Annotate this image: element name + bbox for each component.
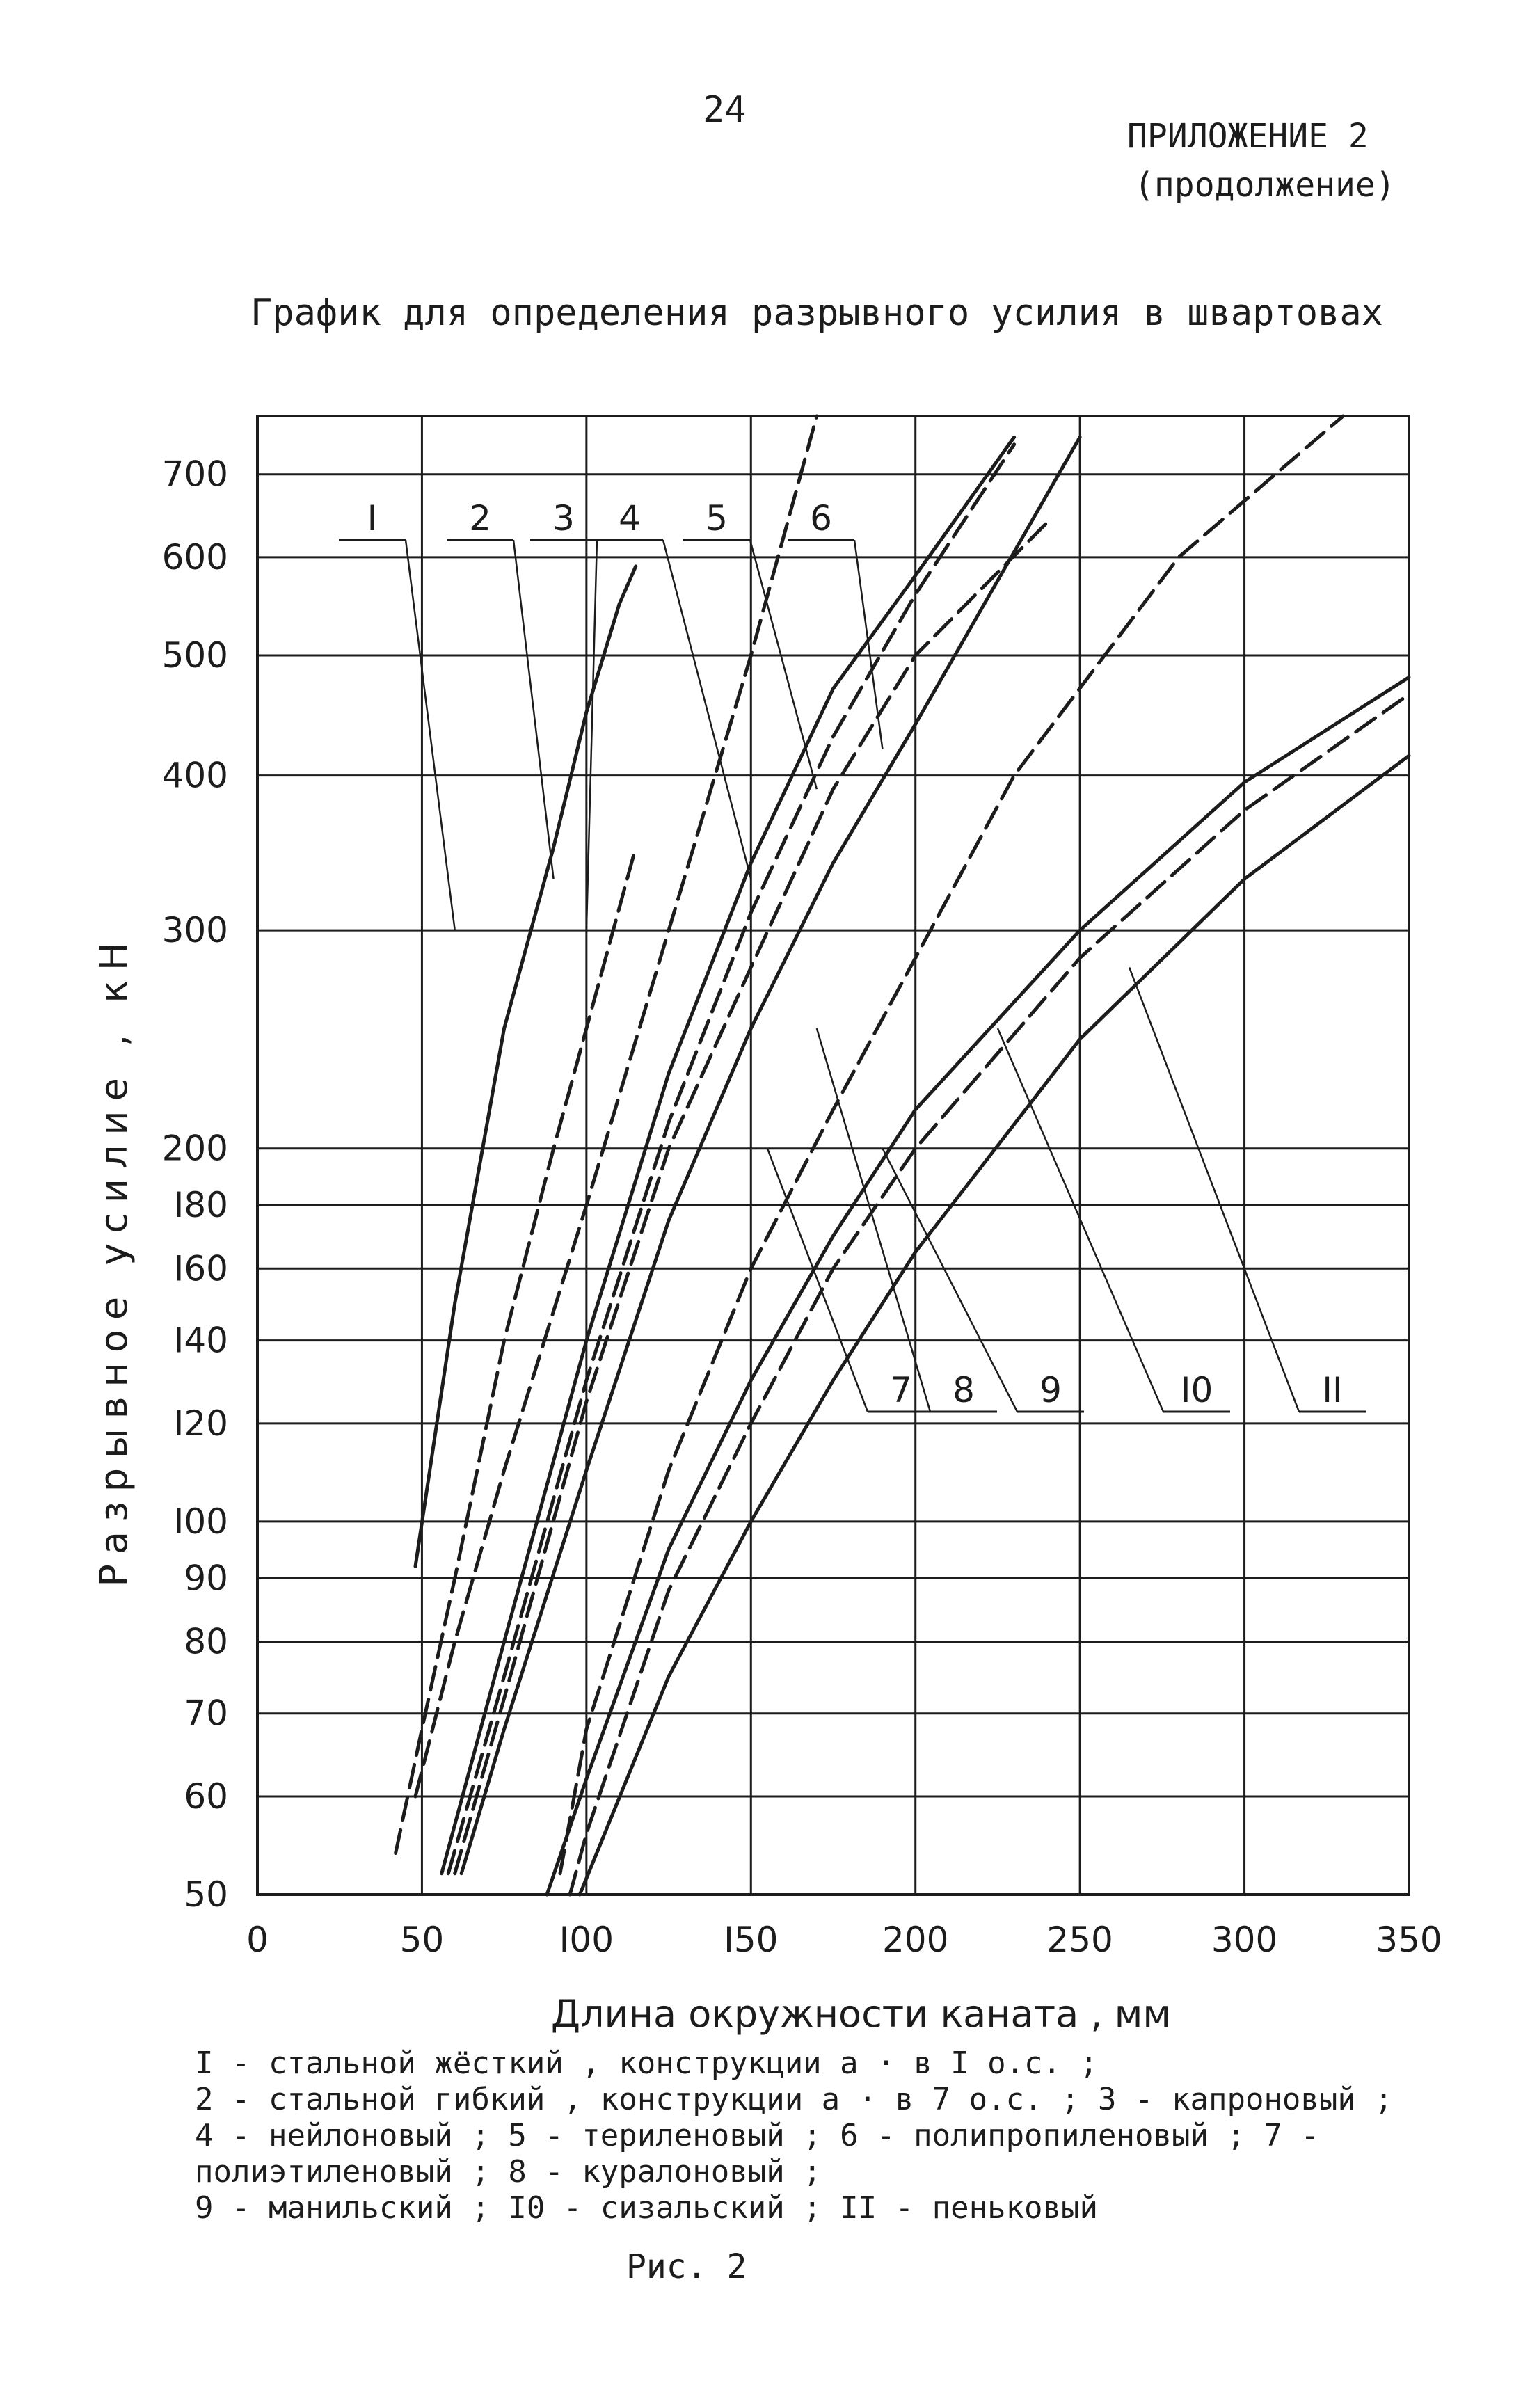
- y-tick-label: 600: [162, 537, 228, 577]
- curve-label-2: 2: [469, 498, 491, 539]
- curve-leader-line: [512, 539, 555, 879]
- series-line-8: [558, 414, 1345, 1876]
- x-axis-title: Длина окружности каната , мм: [551, 1992, 1171, 2036]
- series-line-6: [453, 520, 1049, 1876]
- curve-label-5: 5: [706, 498, 728, 539]
- series-line-2: [394, 845, 638, 1855]
- curve-label-4: 4: [619, 498, 641, 539]
- figure-caption: Рис. 2: [626, 2247, 747, 2286]
- y-tick-label: 400: [162, 756, 228, 796]
- curve-label-3: 3: [552, 498, 575, 539]
- x-tick-label: 200: [882, 1920, 948, 1960]
- appendix-subtitle: (продолжение): [1134, 166, 1396, 205]
- curve-leader-line: [815, 1028, 932, 1412]
- curve-label-6: 6: [810, 498, 832, 539]
- curve-label-I0: I0: [1181, 1370, 1213, 1410]
- y-tick-label: 70: [184, 1693, 228, 1734]
- curve-label-8: 8: [953, 1370, 975, 1410]
- x-tick-label: 300: [1211, 1920, 1277, 1960]
- curve-leader-line: [585, 539, 598, 931]
- series-layer: [394, 414, 1411, 1897]
- series-line-5: [446, 442, 1017, 1876]
- y-tick-label: 50: [184, 1874, 228, 1915]
- series-line-3: [413, 414, 819, 1799]
- chart-title: График для определения разрывного усилия…: [250, 292, 1383, 334]
- x-tick-label: I00: [559, 1920, 614, 1960]
- legend-line-1: I - стальной жёсткий , конструкции а · в…: [195, 2046, 1099, 2081]
- curve-label-II: II: [1322, 1370, 1343, 1410]
- series-line-9: [545, 676, 1411, 1897]
- y-tick-label: 60: [184, 1776, 228, 1817]
- x-tick-label: 0: [246, 1920, 269, 1960]
- y-tick-label: I60: [174, 1248, 228, 1289]
- curve-label-9: 9: [1039, 1370, 1062, 1410]
- y-tick-label: I00: [174, 1501, 228, 1542]
- curve-leader-line: [882, 1148, 1019, 1412]
- x-tick-label: 250: [1046, 1920, 1113, 1960]
- curve-leader-line: [996, 1028, 1165, 1412]
- series-line-I: [413, 564, 638, 1568]
- series-line-I0: [568, 692, 1411, 1897]
- y-tick-label: 700: [162, 454, 228, 495]
- series-line-II: [577, 754, 1411, 1897]
- y-tick-label: I80: [174, 1185, 228, 1225]
- legend-line-3: 9 - манильский ; I0 - сизальский ; II - …: [195, 2190, 1099, 2226]
- appendix-title: ПРИЛОЖЕНИЕ 2: [1127, 117, 1369, 156]
- curve-leader-line: [1128, 967, 1300, 1412]
- grid-layer: [257, 416, 1409, 1895]
- curve-leader-line: [766, 1148, 869, 1412]
- x-tick-label: 50: [400, 1920, 445, 1960]
- series-line-7: [459, 435, 1082, 1876]
- curve-label-7: 7: [890, 1370, 912, 1410]
- legend-line-2: 2 - стальной гибкий , конструкции а · в …: [195, 2082, 1393, 2190]
- legend: I - стальной жёсткий , конструкции а · в…: [195, 2046, 1419, 2226]
- y-tick-label: 80: [184, 1621, 228, 1661]
- curve-leader-line: [662, 539, 752, 879]
- y-tick-label: 90: [184, 1558, 228, 1598]
- label-layer: 0 50 I00 I50 200 250 300 3505060708090I00I20I40…: [162, 454, 1442, 1960]
- x-tick-label: I50: [724, 1920, 778, 1960]
- series-line-4: [440, 435, 1017, 1876]
- curve-leader-line: [853, 539, 884, 749]
- y-tick-label: I40: [174, 1321, 228, 1361]
- x-tick-label: 350: [1376, 1920, 1442, 1960]
- y-tick-label: 200: [162, 1129, 228, 1169]
- curve-leader-line: [749, 539, 818, 790]
- y-tick-label: 500: [162, 635, 228, 676]
- curve-leader-line: [404, 539, 456, 931]
- page-number: 24: [703, 89, 747, 131]
- plot-frame: [256, 415, 1410, 1896]
- y-tick-label: I20: [174, 1403, 228, 1444]
- y-axis-title: Разрывное усилие , кН: [92, 932, 136, 1586]
- curve-label-I: I: [367, 498, 378, 539]
- y-tick-label: 300: [162, 910, 228, 950]
